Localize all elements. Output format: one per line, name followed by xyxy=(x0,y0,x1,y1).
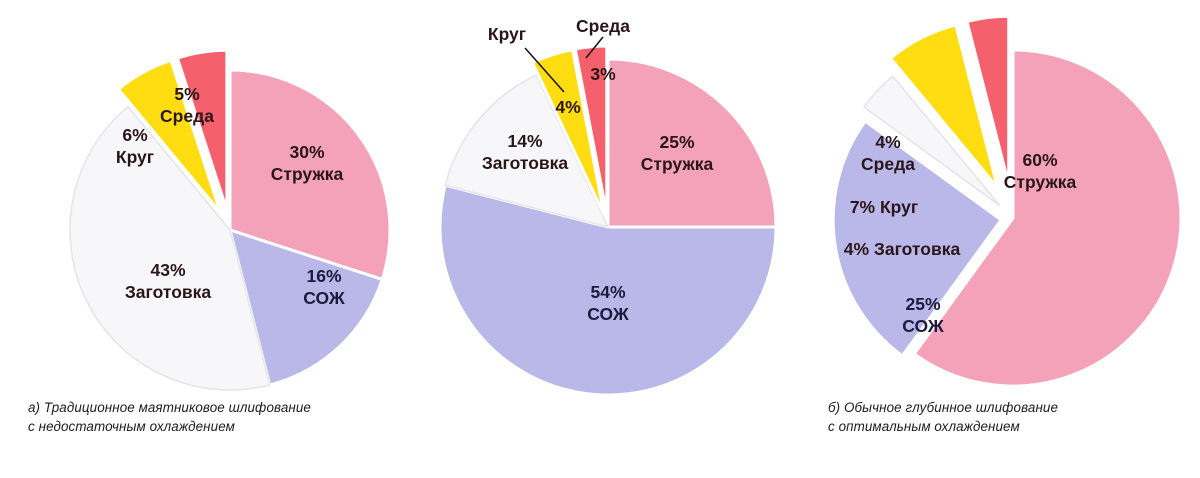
chart-panel-a: 30% Стружка 16% СОЖ 43% Заготовка 6% Кру… xyxy=(0,0,400,478)
slice-label-a-chips-name: Стружка xyxy=(271,164,344,184)
pie-slice-b-coolant[interactable] xyxy=(438,183,778,397)
pie-slices-c xyxy=(831,14,1183,388)
slice-label-b-workpiece-name: Заготовка xyxy=(482,153,569,173)
pie-chart-b: 25% Стружка 54% СОЖ 14% Заготовка 4% Кру… xyxy=(438,16,778,397)
pie-slice-a-chips[interactable] xyxy=(228,68,392,282)
slice-label-c-workpiece-label: 4% Заготовка xyxy=(844,239,961,259)
slice-label-b-environment-name: Среда xyxy=(576,16,630,36)
pie-slice-a-coolant[interactable] xyxy=(227,227,385,387)
pie-slice-c-wheel[interactable] xyxy=(888,23,1000,189)
callout-line-b-environment xyxy=(585,36,604,59)
pie-slice-b-wheel[interactable] xyxy=(530,47,606,216)
pie-chart-c: 60% Стружка 25% СОЖ 4% Заготовка 7% Круг… xyxy=(831,14,1183,388)
chart-caption-a-line1: а) Традиционное маятниковое шлифование xyxy=(28,400,311,415)
slice-label-b-environment-value: 3% xyxy=(590,64,616,84)
pie-callouts-b xyxy=(524,36,604,93)
callout-line-b-wheel xyxy=(524,47,565,93)
chart-caption-a: а) Традиционное маятниковое шлифование с… xyxy=(28,399,398,436)
slice-label-a-environment-value: 5% xyxy=(174,84,200,104)
pie-labels-a: 30% Стружка 16% СОЖ 43% Заготовка 6% Кру… xyxy=(116,84,345,308)
pie-slice-c-environment[interactable] xyxy=(965,14,1011,185)
slice-label-c-coolant-name: СОЖ xyxy=(902,316,944,336)
pie-slice-b-chips[interactable] xyxy=(606,57,778,229)
slice-label-b-wheel-value: 4% xyxy=(555,97,581,117)
slice-label-b-coolant-value: 54% xyxy=(590,282,625,302)
pie-labels-b: 25% Стружка 54% СОЖ 14% Заготовка 4% Кру… xyxy=(482,16,714,324)
chart-caption-b-line2: с оптимальным охлаждением xyxy=(828,418,1020,434)
pie-slice-a-environment[interactable] xyxy=(175,48,229,211)
pie-slice-a-workpiece[interactable] xyxy=(69,105,271,391)
pie-slice-b-workpiece[interactable] xyxy=(444,73,610,229)
slice-label-a-wheel-name: Круг xyxy=(116,147,154,167)
slice-label-b-coolant-name: СОЖ xyxy=(587,304,629,324)
pie-slice-a-wheel[interactable] xyxy=(116,58,222,214)
slice-label-a-workpiece-value: 43% xyxy=(150,260,185,280)
slice-label-b-wheel-name: Круг xyxy=(488,24,526,44)
chart-panel-b: 25% Стружка 54% СОЖ 14% Заготовка 4% Кру… xyxy=(400,0,1058,478)
chart-caption-b-line1: б) Обычное глубинное шлифование xyxy=(828,400,1059,415)
slice-label-b-chips-name: Стружка xyxy=(641,154,714,174)
pie-slices-a xyxy=(69,48,392,391)
slice-label-a-wheel-value: 6% xyxy=(122,125,148,145)
slice-label-b-chips-value: 25% xyxy=(659,132,694,152)
pie-slice-c-coolant[interactable] xyxy=(831,119,1004,358)
slice-label-c-environment-value: 4% xyxy=(875,132,901,152)
slice-label-a-workpiece-name: Заготовка xyxy=(125,282,212,302)
slice-label-b-workpiece-value: 14% xyxy=(507,131,542,151)
chart-panel-c: 60% Стружка 25% СОЖ 4% Заготовка 7% Круг… xyxy=(800,0,1200,478)
chart-caption-a-line2: с недостаточным охлаждением xyxy=(28,418,235,434)
slice-label-c-wheel-label: 7% Круг xyxy=(850,197,918,217)
pie-chart-a: 30% Стружка 16% СОЖ 43% Заготовка 6% Кру… xyxy=(69,48,392,391)
slice-label-a-chips-value: 30% xyxy=(289,142,324,162)
slice-label-a-environment-name: Среда xyxy=(160,106,214,126)
slice-label-c-coolant-value: 25% xyxy=(905,294,940,314)
pie-slice-c-chips[interactable] xyxy=(912,48,1183,388)
chart-caption-b: б) Обычное глубинное шлифование с оптима… xyxy=(828,399,1198,436)
slice-label-a-coolant-name: СОЖ xyxy=(303,288,345,308)
pie-slice-b-environment[interactable] xyxy=(573,44,609,215)
slice-label-a-coolant-value: 16% xyxy=(306,266,341,286)
pie-slices-b xyxy=(438,44,778,397)
slice-label-c-chips-name: Стружка xyxy=(1004,172,1077,192)
pie-labels-c: 60% Стружка 25% СОЖ 4% Заготовка 7% Круг… xyxy=(844,132,1077,336)
pie-slice-c-workpiece[interactable] xyxy=(862,75,1001,207)
slice-label-c-chips-value: 60% xyxy=(1022,150,1057,170)
slice-label-c-environment-name: Среда xyxy=(861,154,915,174)
